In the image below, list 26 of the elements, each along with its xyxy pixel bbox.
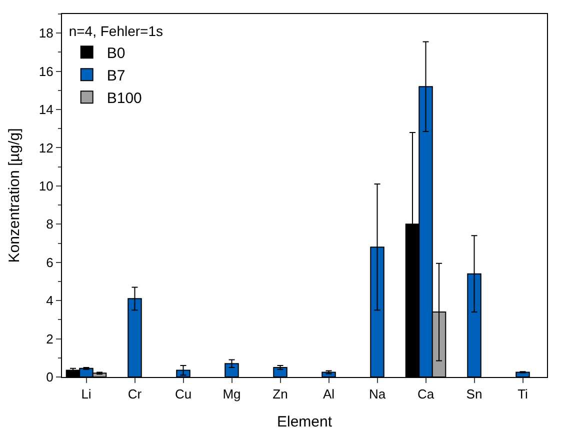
x-tick-label: Cr	[128, 386, 142, 402]
x-tick-label: Ca	[417, 386, 435, 402]
x-tick-label: Zn	[272, 386, 288, 402]
x-axis-title: Element	[276, 414, 333, 431]
y-tick-label: 2	[46, 331, 54, 346]
y-tick-label: 8	[46, 216, 54, 232]
x-tick-label: Li	[81, 386, 92, 402]
y-tick-label: 4	[46, 293, 54, 308]
x-tick-label: Na	[368, 386, 386, 402]
legend-label: B7	[106, 67, 126, 84]
y-tick-label: 0	[46, 370, 54, 385]
x-tick-label: Sn	[466, 386, 482, 402]
x-tick-label: Cu	[174, 386, 192, 402]
x-tick-label: Ti	[518, 386, 528, 402]
y-tick-label: 12	[38, 140, 54, 156]
legend-title: n=4, Fehler=1s	[68, 22, 164, 39]
y-tick-label: 6	[46, 254, 54, 270]
y-axis-title: Konzentration [µg/g]	[6, 128, 24, 263]
x-tick-label: Mg	[222, 386, 241, 402]
y-tick-label: 18	[38, 26, 54, 41]
x-tick-label: Al	[322, 386, 335, 402]
y-tick-label: 10	[38, 178, 54, 194]
legend-label: B100	[106, 90, 142, 107]
y-tick-label: 16	[38, 64, 54, 79]
y-tick-label: 14	[38, 102, 54, 118]
legend-label: B0	[106, 44, 126, 62]
